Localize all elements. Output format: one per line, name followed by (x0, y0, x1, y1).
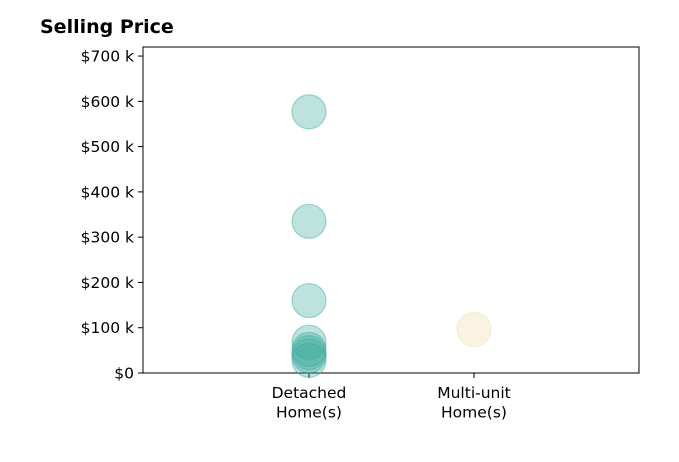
data-point (291, 324, 327, 360)
y-tick-label: $500 k (81, 138, 134, 156)
y-tick-label: $200 k (81, 274, 134, 292)
y-tick-label: $0 (114, 365, 134, 383)
chart-title: Selling Price (40, 16, 174, 38)
y-tick-label: $700 k (81, 48, 134, 66)
x-tick-label: Detached (272, 384, 347, 402)
data-point (291, 331, 327, 368)
y-tick-label: $100 k (81, 319, 134, 337)
plot-frame (142, 46, 640, 374)
x-tick-label: Multi-unit (437, 384, 511, 402)
data-point (291, 282, 327, 319)
data-point (291, 335, 327, 371)
data-point (456, 311, 492, 348)
data-point (291, 94, 327, 130)
y-tick-label: $300 k (81, 229, 134, 247)
y-tick-label: $600 k (81, 93, 134, 111)
y-tick-label: $400 k (81, 183, 134, 201)
x-tick-label: Home(s) (276, 404, 342, 422)
data-point (291, 338, 327, 374)
x-tick-label: Home(s) (441, 404, 507, 422)
data-point (291, 203, 327, 239)
data-point (291, 342, 327, 378)
